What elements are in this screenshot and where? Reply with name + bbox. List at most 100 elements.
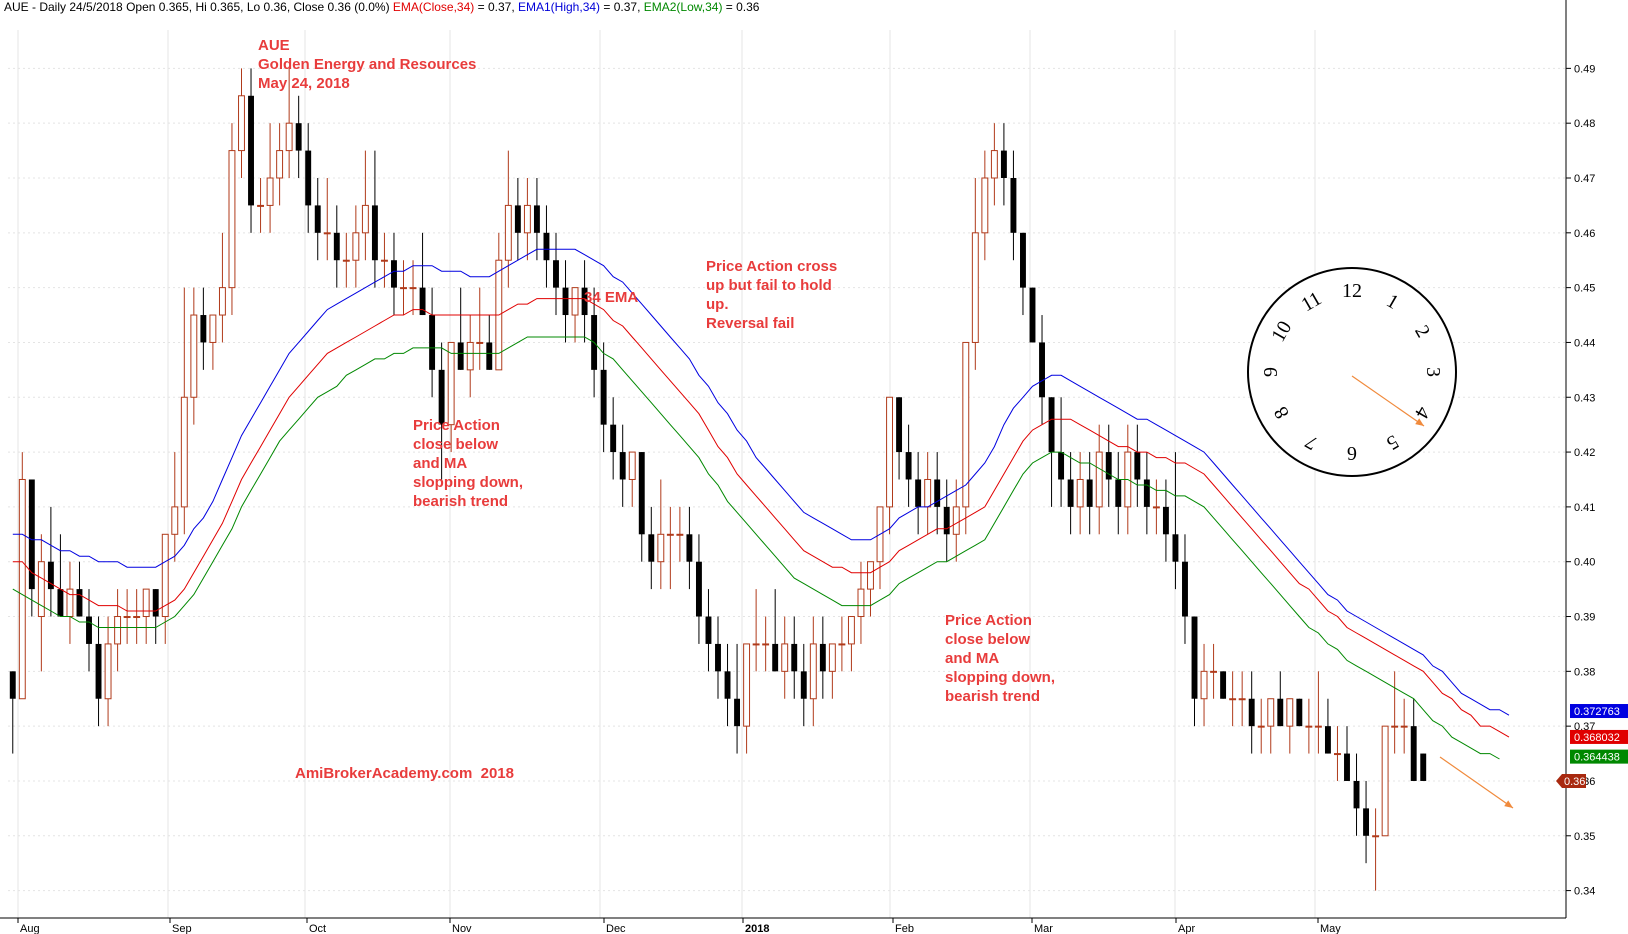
y-tick-label-12: 0.46: [1574, 228, 1595, 240]
candle-body-82: [791, 643, 798, 672]
clock-numeral-9: 9: [1260, 367, 1282, 377]
candle-126: [1210, 643, 1218, 699]
candle-body-5: [57, 589, 64, 617]
header-ticker-info: AUE - Daily 24/5/2018 Open 0.365, Hi 0.3…: [4, 0, 390, 14]
header-ema-high-value: = 0.37,: [600, 0, 641, 14]
candle-body-143: [1372, 835, 1380, 838]
price-tag-text-ema_low: 0.364438: [1574, 752, 1620, 764]
trend-down-arrow-head: [1504, 800, 1513, 808]
candle-body-27: [266, 177, 274, 206]
ema-lines-layer: [12, 248, 1510, 760]
candle-body-71: [686, 534, 693, 562]
candle-body-66: [638, 452, 645, 535]
candle-143: [1372, 808, 1380, 891]
clock-face: [1247, 267, 1457, 477]
candle-body-40: [391, 260, 397, 288]
candle-102: [981, 150, 989, 261]
candle-70: [676, 506, 684, 562]
candle-body-15: [152, 589, 159, 617]
candle-body-26: [257, 204, 265, 207]
candle-body-80: [772, 643, 779, 672]
candle-body-47: [457, 342, 464, 370]
candle-106: [1020, 232, 1026, 316]
ema-low-line: [12, 336, 1500, 760]
candle-26: [257, 178, 265, 233]
candle-body-25: [248, 95, 254, 206]
candle-body-39: [380, 259, 388, 262]
y-tick-label-5: 0.39: [1574, 612, 1595, 624]
candle-body-85: [819, 643, 826, 672]
candle-body-44: [429, 315, 436, 370]
candle-24: [238, 68, 245, 178]
candle-119: [1143, 452, 1150, 535]
candle-body-112: [1076, 478, 1084, 508]
candle-45: [438, 342, 445, 480]
candle-25: [248, 68, 254, 233]
x-tick-label-0: Aug: [20, 923, 40, 934]
header-ema-close: EMA(Close,34): [392, 0, 475, 14]
candle-80: [772, 589, 779, 672]
candle-9: [95, 616, 102, 727]
candle-13: [133, 589, 141, 644]
candle-body-11: [114, 616, 122, 645]
candle-body-83: [800, 671, 807, 699]
candle-body-94: [905, 452, 912, 480]
y-tick-label-4: 0.38: [1574, 666, 1595, 678]
candle-body-70: [676, 533, 684, 536]
candle-body-100: [962, 341, 970, 508]
trend-down-arrow: [1439, 756, 1514, 809]
candle-10: [104, 616, 112, 727]
candle-131: [1257, 698, 1265, 754]
candle-16: [161, 533, 169, 644]
candle-body-43: [419, 287, 426, 316]
candle-65: [628, 451, 636, 507]
price-tag-ema_low: 0.364438: [1570, 749, 1628, 764]
candle-body-41: [400, 287, 407, 290]
clock-hand-arrow-head: [1415, 418, 1424, 426]
candle-body-17: [171, 506, 179, 535]
candle-body-98: [943, 506, 950, 535]
candle-body-52: [504, 204, 512, 261]
candle-137: [1314, 671, 1322, 754]
candle-body-36: [352, 232, 360, 261]
candle-83: [800, 643, 807, 727]
candle-body-30: [295, 123, 302, 151]
candle-49: [476, 287, 484, 370]
candle-62: [600, 342, 607, 453]
x-tick-label-1: Sep: [172, 923, 192, 934]
y-tick-label-1: 0.35: [1574, 831, 1595, 843]
candle-81: [781, 616, 789, 699]
price-tag-bg-ema_low: [1570, 749, 1628, 764]
candle-84: [809, 616, 817, 727]
candle-body-96: [924, 478, 932, 508]
candle-82: [791, 616, 798, 699]
candle-127: [1220, 671, 1227, 699]
candle-29: [285, 68, 293, 178]
candle-71: [686, 506, 693, 590]
ema-high-line: [12, 248, 1510, 716]
clock-numeral-12: 12: [1342, 280, 1362, 302]
candle-64: [619, 424, 626, 507]
candle-body-125: [1200, 670, 1208, 700]
candle-body-68: [657, 533, 665, 563]
candle-body-48: [466, 341, 474, 371]
candle-body-133: [1277, 698, 1284, 727]
header-ema-close-value: = 0.37,: [474, 0, 515, 14]
y-tick-label-0: 0.34: [1574, 886, 1595, 898]
candle-body-126: [1210, 670, 1218, 673]
candle-54: [523, 178, 531, 261]
candle-12: [123, 589, 131, 644]
candle-48: [466, 315, 474, 398]
candle-56: [543, 205, 550, 288]
candle-114: [1095, 424, 1103, 535]
candle-body-90: [867, 561, 874, 590]
candle-body-74: [715, 643, 721, 672]
header-ema-high: EMA1(High,34): [518, 0, 601, 14]
candle-body-45: [438, 369, 445, 425]
candle-46: [447, 341, 455, 453]
candle-body-113: [1086, 479, 1093, 507]
candle-7: [76, 561, 83, 617]
candle-body-54: [523, 204, 531, 234]
candle-body-88: [847, 616, 855, 645]
